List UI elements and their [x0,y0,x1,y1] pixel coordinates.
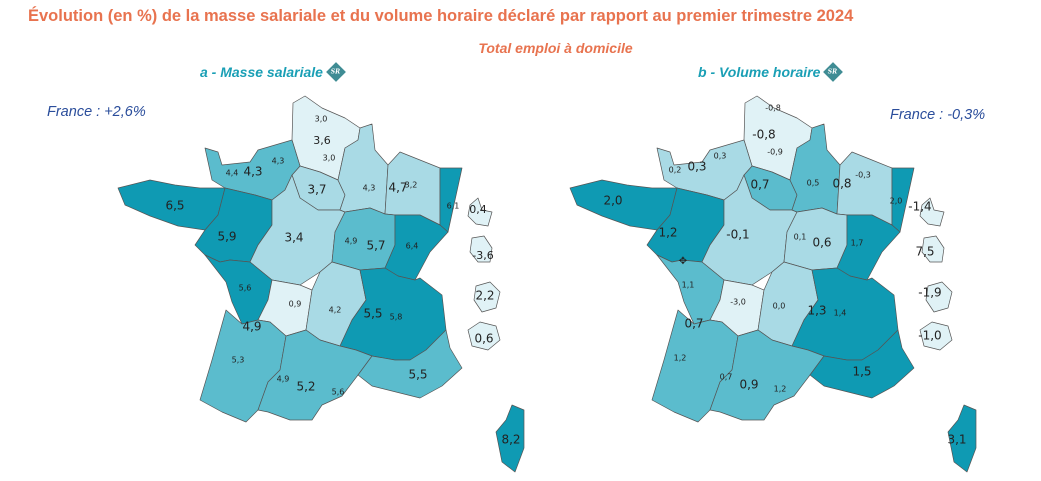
region-value-label: 5,9 [217,230,236,244]
region-value-label: 2,0 [603,194,622,208]
region-value-label: 1,3 [807,304,826,318]
region-bretagne [569,179,678,231]
region-value-label: 5,5 [408,368,427,382]
region-value-label: 0,6 [812,236,831,250]
region-value-label: 0,4 [469,203,487,216]
region-value-label: 4,3 [272,157,285,166]
region-value-label: 4,3 [363,184,376,193]
region-martinique [921,235,945,263]
region-value-label: 4,9 [345,237,358,246]
region-fcomte [384,214,449,281]
map-a-title: a - Masse salariale SR [200,62,346,82]
region-fcomte [836,214,901,281]
map-b-title-text: b - Volume horaire [698,64,821,80]
region-value-label: -0,8 [752,128,775,142]
subtitle: Total emploi à domicile [478,40,633,56]
region-corse [495,404,525,473]
region-value-label: 4,3 [243,165,262,179]
region-value-label: 1,4 [834,309,847,318]
region-value-label: 5,8 [390,313,403,322]
region-value-label: 1,5 [852,365,871,379]
page-title: Évolution (en %) de la masse salariale e… [28,7,854,25]
region-value-label: 0,7 [684,317,703,331]
region-value-label: 4,7 [388,181,407,195]
region-value-label: 0,3 [687,160,706,174]
region-value-label: -0,9 [767,148,783,157]
region-value-label: -0,3 [855,171,871,180]
region-value-label: 0,2 [669,166,682,175]
region-paca [357,329,463,399]
region-value-label: 0,6 [474,332,493,346]
region-alsace [439,167,463,233]
region-value-label: 3,6 [313,134,331,147]
region-value-label: 8,2 [501,433,520,447]
region-value-label: -1,0 [918,329,941,343]
region-value-label: 5,2 [296,380,315,394]
france-total-a: France : +2,6% [47,104,146,120]
region-value-label: -3,6 [472,249,493,262]
region-value-label: -1,4 [908,200,931,214]
region-value-label: 3,1 [947,433,966,447]
map-a-title-text: a - Masse salariale [200,64,323,80]
region-value-label: 5,5 [363,307,382,321]
region-paca [809,329,915,399]
region-value-label: 3,0 [323,154,336,163]
region-martinique [469,235,493,263]
region-value-label: 6,1 [447,202,460,211]
france-total-b: France : -0,3% [890,107,986,123]
region-corse [947,404,977,473]
region-value-label: 1,7 [851,239,864,248]
region-guadeloupe [919,197,945,227]
region-value-label: 0,5 [807,179,820,188]
region-reunion [919,321,953,351]
region-value-label: 6,4 [406,242,419,251]
region-value-label: 7,5 [915,245,934,259]
region-value-label: 0,7 [750,178,769,192]
region-value-label: 1,1 [682,281,695,290]
region-guyane [925,281,953,313]
region-alsace [891,167,915,233]
region-value-label: 1,2 [774,385,787,394]
region-value-label: 0,3 [714,152,727,161]
region-value-label: 5,6 [239,284,252,293]
region-value-label: 0,9 [289,300,302,309]
region-value-label: 3,4 [284,231,303,245]
region-value-label: 1,2 [658,226,677,240]
region-guadeloupe [467,197,493,227]
region-value-label: -0,8 [765,104,781,113]
region-value-label: 0,1 [794,233,807,242]
region-value-label: 0,8 [832,177,851,191]
region-value-label: 5,7 [366,239,385,253]
move-cursor-icon: ✥ [679,256,687,267]
region-value-label: 4,2 [329,306,342,315]
region-value-label: 3,2 [405,181,418,190]
map-volume-horaire: -0,8 -0,8 -0,9 0,2 0,3 0,3 0,7 0,5 0,8 -0,3 2,0 2,0… [569,95,977,473]
region-value-label: 0,7 [720,373,733,382]
region-occitanie [257,329,373,421]
region-value-label: 5,3 [232,356,245,365]
region-value-label: 4,4 [226,169,239,178]
region-guyane [473,281,501,313]
region-value-label: 5,6 [332,388,345,397]
region-value-label: 3,0 [315,115,328,124]
region-occitanie [709,329,825,421]
region-value-label: -1,9 [918,286,941,300]
map-masse-salariale: 3,0 3,6 3,0 4,4 4,3 4,3 3,7 4,3 4,73,2 6,1 6,5 5,9 3… [117,95,525,473]
region-value-label: -3,0 [730,298,746,307]
region-value-label: 1,2 [674,354,687,363]
region-value-label: 0,9 [739,378,758,392]
region-value-label: 2,2 [475,289,494,303]
region-value-label: 3,7 [307,183,326,197]
region-value-label: -0,1 [726,228,749,242]
region-reunion [467,321,501,351]
region-value-label: 2,0 [890,197,903,206]
region-value-label: 4,9 [277,375,290,384]
region-value-label: 0,0 [773,302,786,311]
region-value-label: 4,9 [242,320,261,334]
region-value-label: 6,5 [165,199,184,213]
map-b-title: b - Volume horaire SR [698,62,844,82]
